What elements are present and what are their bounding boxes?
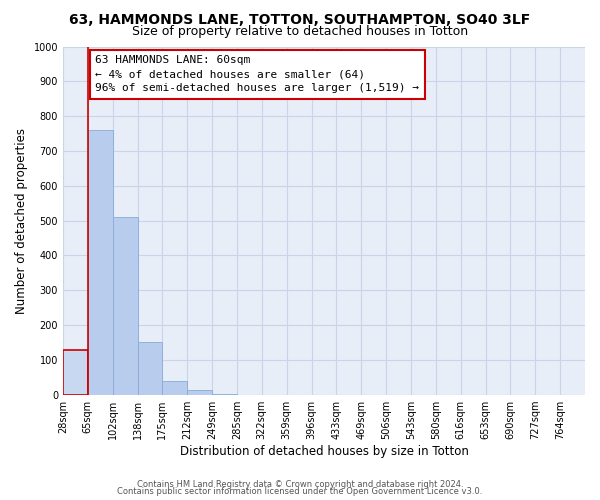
Bar (163, 380, 187, 394)
Bar (137, 342, 163, 394)
Text: Size of property relative to detached houses in Totton: Size of property relative to detached ho… (132, 25, 468, 38)
Text: Contains HM Land Registry data © Crown copyright and database right 2024.: Contains HM Land Registry data © Crown c… (137, 480, 463, 489)
Text: Contains public sector information licensed under the Open Government Licence v3: Contains public sector information licen… (118, 487, 482, 496)
Bar (88, 130, 113, 394)
Y-axis label: Number of detached properties: Number of detached properties (15, 128, 28, 314)
Bar (187, 390, 212, 394)
X-axis label: Distribution of detached houses by size in Totton: Distribution of detached houses by size … (179, 444, 469, 458)
Text: 63, HAMMONDS LANE, TOTTON, SOUTHAMPTON, SO40 3LF: 63, HAMMONDS LANE, TOTTON, SOUTHAMPTON, … (70, 12, 530, 26)
Bar (113, 217, 137, 394)
Bar (63, 350, 88, 395)
Text: 63 HAMMONDS LANE: 60sqm
← 4% of detached houses are smaller (64)
96% of semi-det: 63 HAMMONDS LANE: 60sqm ← 4% of detached… (95, 55, 419, 93)
